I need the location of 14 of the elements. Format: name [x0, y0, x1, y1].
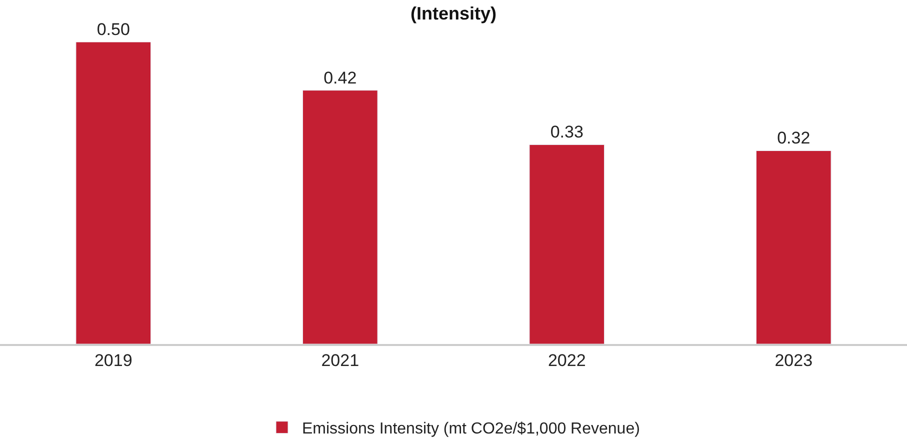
data-label: 0.32: [777, 128, 810, 148]
bar: [302, 90, 378, 344]
bar: [756, 150, 832, 344]
bar: [529, 144, 605, 344]
x-tick-label: 2022: [548, 351, 586, 370]
x-tick-label: 2021: [321, 351, 360, 370]
chart-title: (Intensity): [410, 3, 497, 24]
x-tick-label: 2023: [774, 351, 813, 370]
x-tick-label: 2019: [94, 351, 132, 370]
legend-label: Emissions Intensity (mt CO2e/$1,000 Revenue): [302, 420, 640, 438]
bar: [76, 42, 152, 344]
data-label: 0.50: [96, 20, 130, 39]
data-label: 0.42: [324, 68, 357, 88]
data-label: 0.33: [550, 122, 584, 142]
